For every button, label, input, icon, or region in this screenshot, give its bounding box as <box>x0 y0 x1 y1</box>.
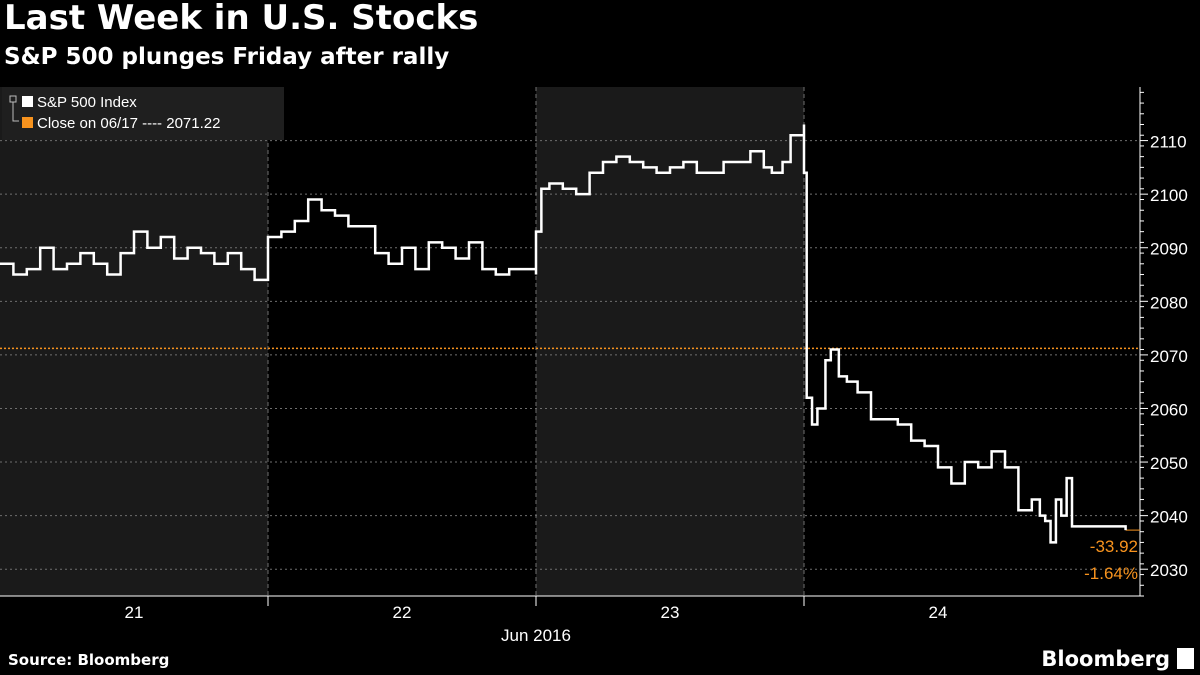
y-tick-label: 2100 <box>1150 186 1188 205</box>
brand-logo: Bloomberg <box>1041 647 1170 671</box>
reference-line-group <box>0 347 1140 531</box>
legend-swatch <box>22 117 33 128</box>
source-note: Source: Bloomberg <box>8 651 170 669</box>
y-tick-label: 2040 <box>1150 508 1188 527</box>
legend-label: Close on 06/17 ---- 2071.22 <box>37 115 220 132</box>
y-tick-label: 2030 <box>1150 561 1188 580</box>
series-line-sp500 <box>0 124 1127 544</box>
x-tick-label-24: 24 <box>929 603 948 622</box>
page-subtitle: S&P 500 plunges Friday after rally <box>4 44 450 70</box>
axes <box>0 87 1148 606</box>
day-shade-21 <box>0 87 268 596</box>
x-tick-label-22: 22 <box>393 603 412 622</box>
y-tick-label: 2060 <box>1150 400 1188 419</box>
legend-tree-icon <box>12 102 19 122</box>
legend-swatch <box>22 96 33 107</box>
tick-labels: 2030 2040 2050 2060 2070 2080 2090 2100 2110 21 22… <box>125 133 1188 645</box>
y-tick-label: 2070 <box>1150 347 1188 366</box>
y-tick-label: 2110 <box>1150 133 1187 152</box>
y-tick-label: 2080 <box>1150 293 1188 312</box>
y-tick-label: 2050 <box>1150 454 1188 473</box>
y-tick-label: 2090 <box>1150 240 1188 259</box>
x-tick-label-21: 21 <box>125 603 144 622</box>
x-axis-label: Jun 2016 <box>501 626 571 645</box>
page-title: Last Week in U.S. Stocks <box>4 0 479 38</box>
x-tick-label-23: 23 <box>661 603 680 622</box>
legend: S&P 500 Index Close on 06/17 ---- 2071.22 <box>2 87 284 140</box>
legend-box <box>2 87 284 140</box>
change-annotation: -33.92 <box>1090 537 1138 556</box>
series-group <box>0 124 1127 544</box>
legend-label: S&P 500 Index <box>37 94 137 111</box>
bloomberg-icon <box>1177 648 1194 669</box>
change-annotation: -1.64% <box>1084 564 1138 583</box>
